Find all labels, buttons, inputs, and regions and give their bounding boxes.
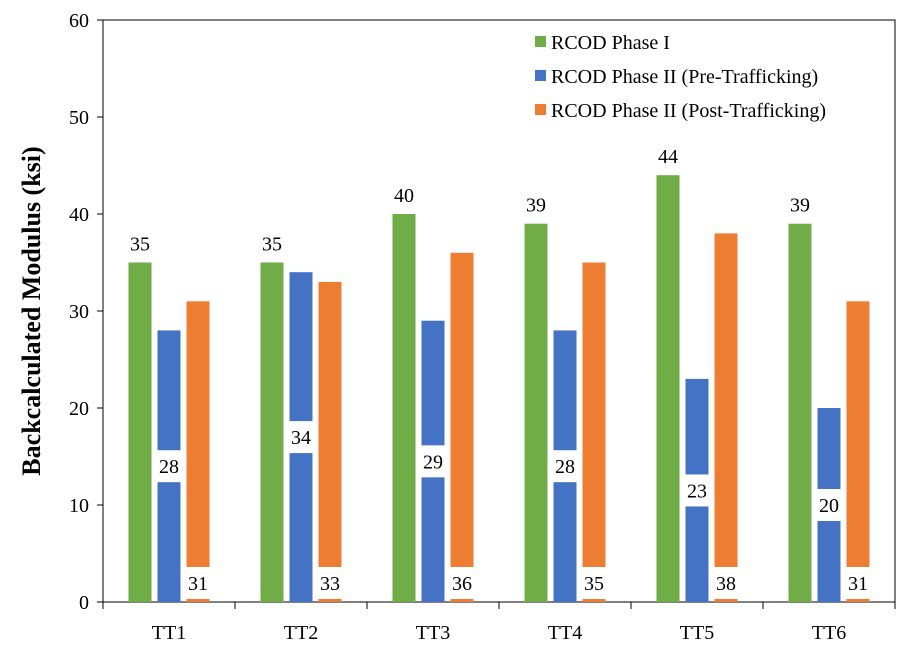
data-label-bg [449,567,475,599]
data-label-bg [713,567,739,599]
data-labels: 35 35 40 39 44 39 28 34 29 28 23 20 31 33 36 35 38 31 [130,146,871,599]
data-label: 38 [716,573,736,595]
bar [318,281,342,602]
x-tick-label: TT6 [812,622,846,644]
data-label-bg [684,474,710,507]
legend: RCOD Phase I RCOD Phase II (Pre-Trafficki… [535,32,826,122]
data-label: 29 [423,451,443,473]
bar [846,301,870,602]
x-tick-label: TT1 [152,622,186,644]
data-label: 34 [291,427,311,449]
data-label: 28 [159,456,179,478]
data-label-bg [317,567,343,599]
data-label: 31 [848,573,868,595]
x-axis: TT1 TT2 TT3 TT4 TT5 TT6 [102,601,896,644]
y-axis-label: Backcalculated Modulus (ksi) [17,146,46,475]
data-label: 44 [658,146,678,168]
y-tick-label: 60 [69,10,89,32]
data-label: 28 [555,456,575,478]
data-label: 39 [790,195,810,217]
data-label-bg [156,450,182,483]
bar [524,223,548,602]
data-label-bg [816,489,842,521]
x-tick-label: TT5 [680,622,714,644]
bar [788,223,812,602]
y-tick-label: 10 [69,495,89,517]
data-label: 33 [320,573,340,595]
legend-label: RCOD Phase II (Post-Trafficking) [551,100,826,122]
data-label: 31 [188,573,208,595]
legend-label: RCOD Phase I [551,32,670,54]
x-tick-label: TT2 [284,622,318,644]
data-label: 36 [452,573,472,595]
bar [128,262,152,602]
y-axis: 0 10 20 30 40 50 60 [69,10,103,614]
legend-label: RCOD Phase II (Pre-Trafficking) [551,66,818,88]
bar [656,175,680,602]
y-tick-label: 0 [79,592,89,614]
legend-swatch [535,36,546,47]
data-label-bg [552,450,578,483]
data-label: 35 [130,234,150,256]
legend-swatch [535,104,546,115]
bar [260,262,284,602]
data-label-bg [420,445,446,478]
legend-swatch [535,70,546,81]
y-tick-label: 50 [69,107,89,129]
x-tick-label: TT4 [548,622,582,644]
data-label: 23 [687,480,707,502]
data-label: 35 [584,573,604,595]
data-label: 39 [526,195,546,217]
y-tick-label: 20 [69,398,89,420]
data-label-bg [581,567,607,599]
data-label: 35 [262,234,282,256]
data-label-bg [185,567,211,599]
bar [392,214,416,602]
bar [714,233,738,602]
data-label: 20 [819,495,839,517]
bar [582,262,606,602]
y-tick-label: 40 [69,204,89,226]
bar [450,252,474,603]
y-tick-label: 30 [69,301,89,323]
data-label-bg [845,567,871,599]
bars [128,175,870,603]
bar [186,301,210,602]
data-label: 40 [394,185,414,207]
data-label-bg [288,421,314,454]
x-tick-label: TT3 [416,622,450,644]
